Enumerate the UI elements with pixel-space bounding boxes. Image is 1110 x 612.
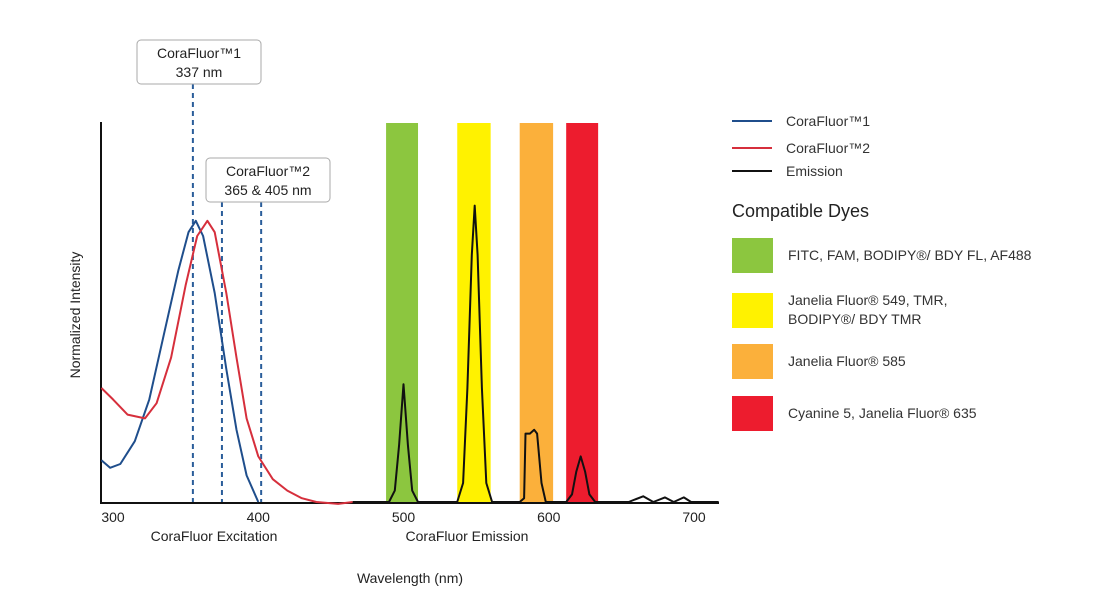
dye-swatch [732, 396, 773, 431]
legend-swatch [732, 120, 772, 122]
annotation-corafluor1: CoraFluor™1 337 nm [136, 39, 262, 85]
compatible-dyes-title: Compatible Dyes [732, 201, 870, 221]
x-tick-label: 300 [101, 509, 125, 525]
legend-label: Emission [786, 163, 843, 179]
x-axis-title: Wavelength (nm) [357, 570, 463, 586]
dye-item-orange: Janelia Fluor® 585 [732, 344, 906, 379]
legend-item-corafluor1: CoraFluor™1 [732, 113, 870, 129]
legend-swatch [732, 147, 772, 149]
dye-item-green: FITC, FAM, BODIPY®/ BDY FL, AF488 [732, 238, 1031, 273]
legend-label: CoraFluor™1 [786, 113, 871, 129]
dye-swatch [732, 238, 773, 273]
series-corafluor-2 [100, 219, 353, 505]
x-tick-label: 400 [247, 509, 271, 525]
series-corafluor-1 [100, 219, 260, 503]
legend-swatch [732, 170, 772, 172]
annotation-title: CoraFluor™2 [226, 163, 310, 179]
legend-label: CoraFluor™2 [786, 140, 871, 156]
x-tick-label: 500 [392, 509, 416, 525]
dye-label: Janelia Fluor® 585 [788, 353, 906, 369]
dye-band-0 [386, 123, 419, 503]
x-tick-label: 600 [537, 509, 561, 525]
dye-item-yellow: Janelia Fluor® 549, TMR, BODIPY®/ BDY TM… [732, 291, 988, 329]
dye-label: Janelia Fluor® 549, TMR, BODIPY®/ BDY TM… [788, 292, 948, 327]
series-emission [352, 204, 719, 503]
dye-swatch [732, 292, 773, 328]
dye-band-1 [457, 123, 491, 503]
excitation-label: CoraFluor Excitation [151, 528, 278, 544]
dye-band-3 [566, 123, 599, 503]
annotation-value: 337 nm [176, 64, 223, 80]
dye-item-red: Cyanine 5, Janelia Fluor® 635 [732, 396, 977, 431]
y-axis-title: Normalized Intensity [67, 252, 83, 379]
annotation-corafluor2: CoraFluor™2 365 & 405 nm [205, 157, 331, 203]
emission-label: CoraFluor Emission [406, 528, 529, 544]
x-tick-label: 700 [682, 509, 706, 525]
dye-label: Cyanine 5, Janelia Fluor® 635 [788, 405, 977, 421]
legend-item-emission: Emission [732, 163, 843, 179]
annotation-title: CoraFluor™1 [157, 45, 241, 61]
dye-swatch [732, 344, 773, 379]
legend-item-corafluor2: CoraFluor™2 [732, 140, 870, 156]
dye-label: FITC, FAM, BODIPY®/ BDY FL, AF488 [788, 247, 1032, 263]
annotation-value: 365 & 405 nm [224, 182, 311, 198]
